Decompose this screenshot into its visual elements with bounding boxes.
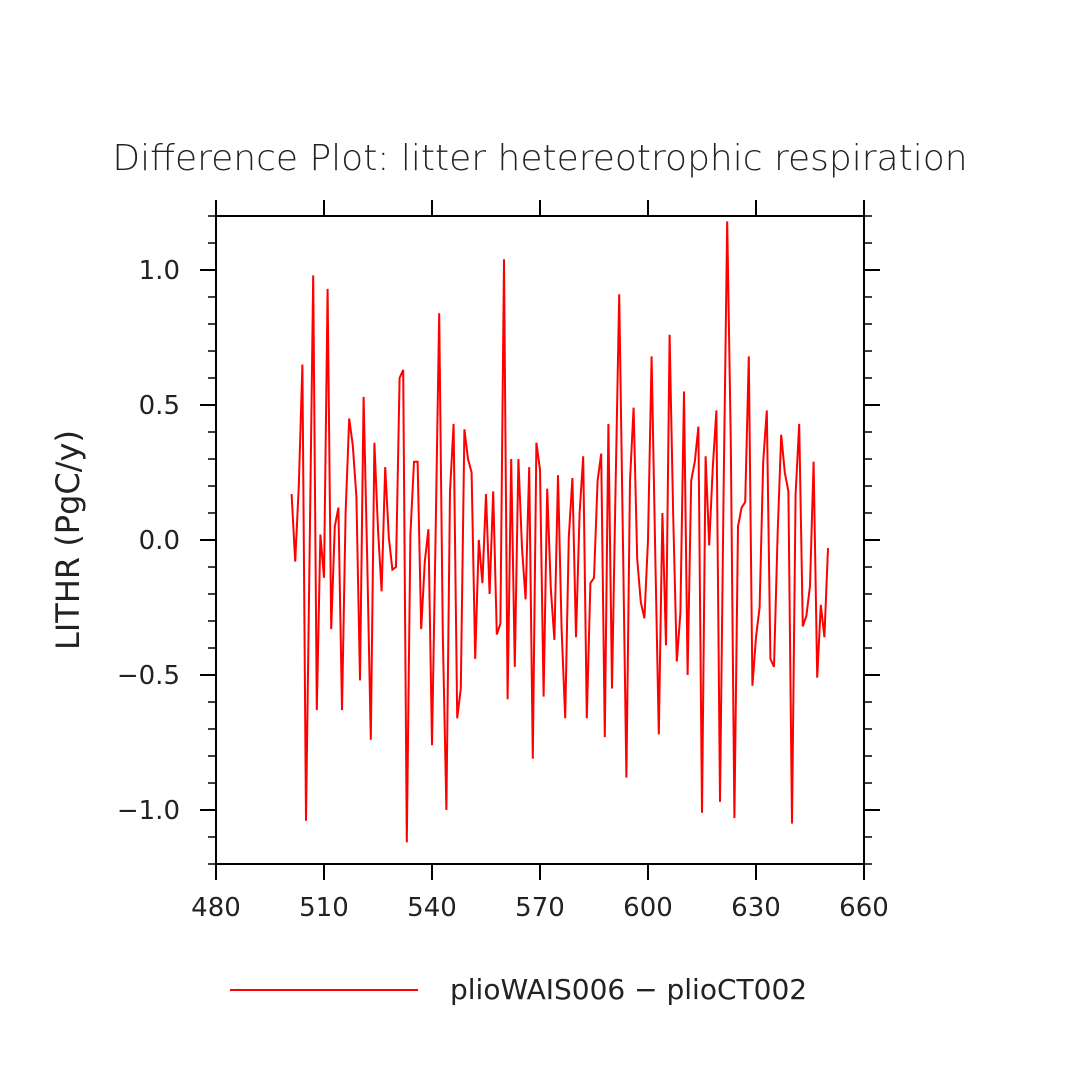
y-axis-label: LITHR (PgC/y) [49,430,87,650]
y-tick-label: 1.0 [139,256,180,286]
ticks-layer [200,200,880,880]
series-line-0 [290,221,829,843]
y-tick-label: −1.0 [117,796,180,826]
tick-labels-layer: 480 510 540 570 600 630 660 −1.0 −0.5 0.0 0.5 1.0 [117,256,889,923]
x-tick-label: 480 [191,893,241,923]
legend: plioWAIS006 − plioCT002 [230,973,807,1006]
x-tick-label: 510 [299,893,349,923]
x-tick-label: 600 [623,893,673,923]
y-tick-label: 0.0 [139,526,180,556]
x-tick-label: 540 [407,893,457,923]
y-tick-label: −0.5 [117,661,180,691]
chart-title: Difference Plot: litter hetereotrophic r… [112,138,967,179]
y-tick-label: 0.5 [139,391,180,421]
series-layer [290,221,829,843]
x-tick-label: 570 [515,893,565,923]
plot-frame [215,215,865,865]
x-tick-label: 630 [731,893,781,923]
legend-label: plioWAIS006 − plioCT002 [450,973,807,1006]
x-tick-label: 660 [839,893,889,923]
